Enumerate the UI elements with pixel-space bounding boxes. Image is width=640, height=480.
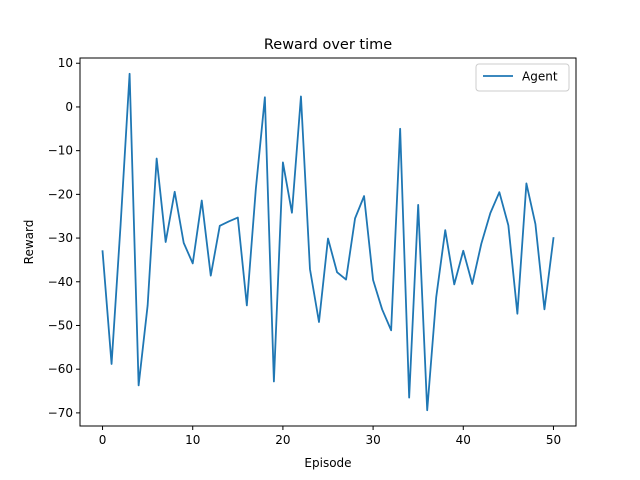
y-tick-label: −70 bbox=[48, 406, 73, 420]
y-tick-label: −30 bbox=[48, 231, 73, 245]
y-tick-label: −20 bbox=[48, 187, 73, 201]
x-tick-label: 50 bbox=[546, 433, 561, 447]
x-tick-label: 0 bbox=[99, 433, 107, 447]
legend: Agent bbox=[475, 63, 570, 92]
chart-title: Reward over time bbox=[264, 37, 392, 53]
y-tick-label: −40 bbox=[48, 275, 73, 289]
legend-box bbox=[475, 63, 570, 92]
x-tick-label: 20 bbox=[275, 433, 290, 447]
plot-frame bbox=[79, 57, 577, 427]
y-tick-label: 0 bbox=[65, 100, 73, 114]
x-tick-label: 10 bbox=[185, 433, 200, 447]
legend-label: Agent bbox=[522, 70, 558, 84]
series-line-agent bbox=[101, 72, 555, 412]
y-tick-label: −50 bbox=[48, 318, 73, 332]
y-axis-label: Reward bbox=[22, 220, 36, 265]
y-tick-label: −60 bbox=[48, 362, 73, 376]
x-axis-label: Episode bbox=[304, 456, 351, 470]
x-tick-label: 30 bbox=[365, 433, 380, 447]
x-tick-label: 40 bbox=[456, 433, 471, 447]
y-tick-label: 10 bbox=[58, 56, 73, 70]
y-tick-label: −10 bbox=[48, 144, 73, 158]
